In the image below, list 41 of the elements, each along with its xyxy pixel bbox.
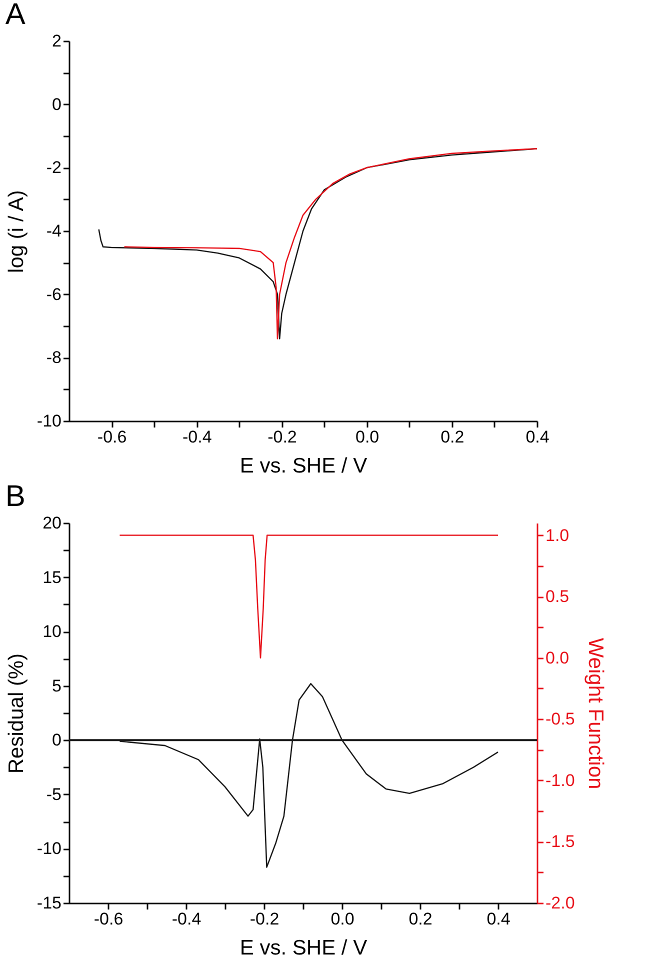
y-tick-label: -8: [46, 348, 62, 368]
y2-tick-label: 0.0: [546, 648, 570, 668]
y2-tick-label: -2.0: [546, 894, 575, 912]
x-tick-label: -0.2: [250, 910, 280, 928]
y-tick-label: 10: [42, 622, 62, 642]
y-tick-label: 0: [52, 730, 62, 750]
x-tick-label: -0.6: [97, 428, 127, 446]
y-tick-label: 20: [42, 514, 62, 532]
y-axis-title: log (i / A): [4, 190, 28, 273]
y-tick-label: -2: [46, 158, 62, 178]
y2-tick-label: -1.5: [546, 832, 575, 852]
x-tick-label: 0.4: [486, 910, 510, 928]
x-tick-label: -0.6: [94, 910, 124, 928]
chart-title: B: [5, 480, 26, 513]
x-axis-title: E vs. SHE / V: [240, 454, 368, 478]
x-tick-label: 0.2: [408, 910, 432, 928]
y-tick-label: -10: [36, 412, 62, 430]
y-axis-title: Residual (%): [4, 653, 28, 774]
y2-tick-label: 1.0: [546, 526, 570, 545]
y-tick-label: 2: [52, 32, 62, 50]
y-tick-label: 5: [52, 676, 62, 696]
y2-tick-label: -1.0: [546, 770, 575, 790]
y2-tick-label: 0.5: [546, 587, 570, 606]
y-tick-label: 0: [52, 94, 62, 114]
y2-axis-title: Weight Function: [584, 638, 607, 790]
y-tick-label: -4: [46, 222, 62, 240]
chart-title: A: [5, 0, 26, 31]
x-tick-label: 0.4: [526, 428, 550, 446]
y-tick-label: -10: [36, 839, 62, 858]
y2-tick-label: -0.5: [546, 710, 575, 729]
y-tick-label: -15: [36, 894, 62, 912]
x-tick-label: -0.4: [182, 428, 212, 446]
y-tick-label: -5: [46, 784, 62, 804]
x-tick-label: 0.0: [330, 910, 354, 928]
x-tick-label: 0.0: [356, 428, 380, 446]
x-tick-label: 0.2: [440, 428, 464, 446]
x-axis-title: E vs. SHE / V: [240, 936, 368, 960]
x-tick-label: -0.4: [172, 910, 202, 928]
x-tick-label: -0.2: [268, 428, 297, 446]
y-tick-label: 15: [42, 568, 62, 587]
y-tick-label: -6: [46, 284, 62, 304]
